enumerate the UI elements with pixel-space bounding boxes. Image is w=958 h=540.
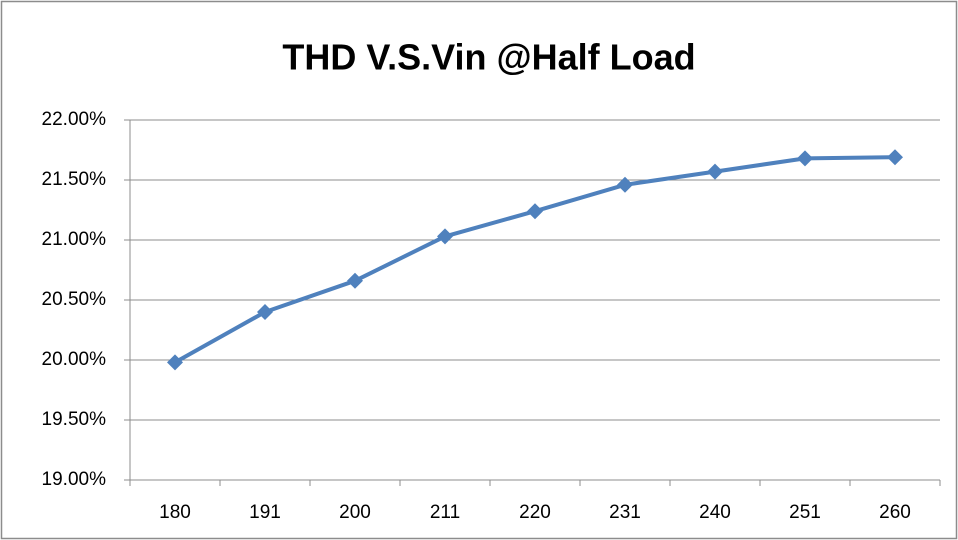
data-marker (707, 163, 723, 180)
x-tick-label: 191 (249, 502, 281, 523)
x-tick-label: 200 (339, 502, 371, 523)
x-tick-label: 260 (879, 502, 911, 523)
y-tick-label: 21.50% (42, 169, 107, 190)
x-tick-label: 220 (519, 502, 551, 523)
y-tick-label: 22.00% (42, 109, 107, 130)
data-marker (527, 203, 543, 220)
x-tick-label: 231 (609, 502, 641, 523)
data-marker (797, 150, 813, 167)
data-marker (887, 149, 903, 166)
data-marker (437, 228, 453, 245)
x-tick-label: 240 (699, 502, 731, 523)
chart-title: THD V.S.Vin @Half Load (282, 37, 695, 78)
y-tick-label: 19.00% (42, 469, 107, 490)
x-tick-label: 251 (789, 502, 821, 523)
data-marker (167, 354, 183, 371)
y-tick-label: 20.50% (42, 289, 107, 310)
data-marker (617, 176, 633, 193)
y-tick-label: 20.00% (42, 349, 107, 370)
y-tick-label: 21.00% (42, 229, 107, 250)
data-marker (347, 272, 363, 289)
y-tick-label: 19.50% (42, 409, 107, 430)
data-marker (257, 304, 273, 320)
x-tick-label: 211 (430, 502, 460, 523)
x-tick-label: 180 (159, 502, 191, 523)
